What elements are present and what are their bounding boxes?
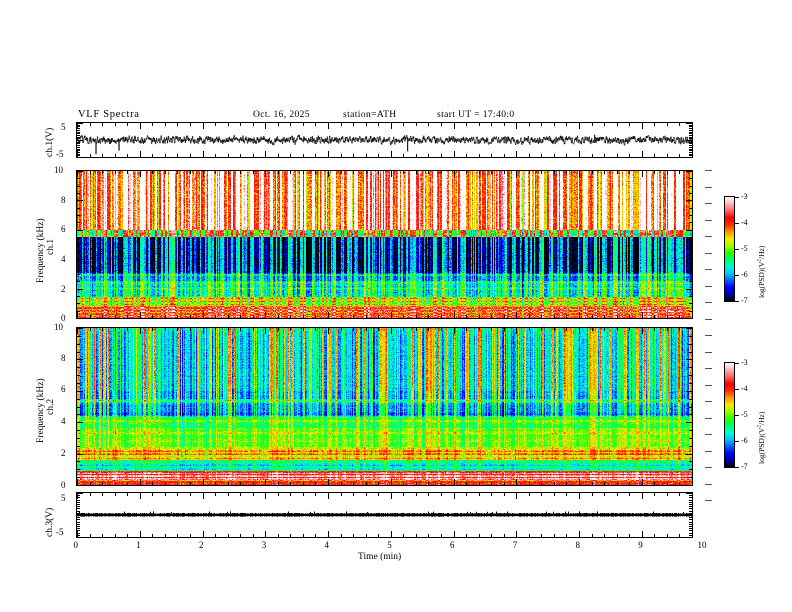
colorbar-tickmark [735, 467, 739, 468]
colorbar-tick-label--5: -5 [741, 410, 748, 419]
colorbar-tick-label--4: -4 [741, 384, 748, 393]
figure-edge-tick [705, 500, 712, 501]
panel-ch2-spectrogram [76, 327, 693, 486]
colorbar-tickmark [735, 389, 739, 390]
ch2s-ytick-2: 2 [61, 448, 66, 458]
ch1v-ytick-5: 5 [61, 122, 66, 132]
figure-edge-tick [705, 335, 712, 336]
figure-edge-tick [705, 451, 712, 452]
ch2-spectrogram-axis-label-frequency: Frequency (kHz) [36, 378, 46, 443]
colorbar-ch1-label-text: log(PSD)(V2/Hz) [756, 245, 766, 298]
colorbar-ch2-label-text: log(PSD)(V2/Hz) [756, 411, 766, 464]
figure-edge-tick [705, 484, 712, 485]
colorbar-tickmark [735, 223, 739, 224]
x-tick-label-6: 6 [450, 540, 455, 550]
ch2s-ytick-8: 8 [61, 353, 66, 363]
observation-date: Oct. 16, 2025 [253, 110, 310, 120]
colorbar-tick-label--7: -7 [741, 462, 748, 471]
station-label: station=ATH [343, 110, 397, 120]
colorbar-tickmark [735, 197, 739, 198]
figure-edge-tick [705, 368, 712, 369]
colorbar-tick-label--5: -5 [741, 244, 748, 253]
colorbar-tick-label--6: -6 [741, 270, 748, 279]
colorbar-ch2 [724, 362, 735, 468]
x-tick-label-9: 9 [638, 540, 643, 550]
ch1-spectrogram-axis-label-channel: ch.1 [46, 238, 56, 255]
colorbar-tickmark [735, 301, 739, 302]
figure-edge-tick [705, 401, 712, 402]
figure-edge-tick [705, 269, 712, 270]
x-tick-label-5: 5 [387, 540, 392, 550]
ch1s-ytick-4: 4 [61, 254, 66, 264]
colorbar-ch2-gradient [725, 363, 734, 467]
ch1s-ytick-8: 8 [61, 195, 66, 205]
ch3-voltage-trace [77, 493, 692, 537]
figure-edge-tick [705, 187, 712, 188]
figure-edge-tick [705, 253, 712, 254]
x-axis-title: Time (min) [358, 552, 402, 562]
ch1s-ytick-0: 0 [61, 313, 66, 323]
figure-edge-tick [705, 203, 712, 204]
x-tick-label-8: 8 [575, 540, 581, 550]
colorbar-tickmark [735, 415, 739, 416]
figure-edge-tick [705, 418, 712, 419]
figure-edge-tick [705, 220, 712, 221]
figure-edge-tick [705, 302, 712, 303]
figure-edge-tick [705, 319, 712, 320]
ch2s-ytick-6: 6 [61, 384, 66, 394]
page-title: VLF Spectra [78, 109, 140, 120]
ch1-voltage-trace [77, 123, 692, 157]
ch2s-ytick-0: 0 [61, 480, 66, 490]
colorbar-tick-label--3: -3 [741, 192, 748, 201]
panel-ch3-voltage [76, 492, 693, 538]
start-time-label: start UT = 17:40:0 [437, 110, 515, 120]
figure-edge-tick [705, 467, 712, 468]
colorbar-ch1 [724, 196, 735, 302]
colorbar-tickmark [735, 249, 739, 250]
ch1s-ytick-6: 6 [61, 224, 66, 234]
x-tick-label-1: 1 [136, 540, 141, 550]
x-tick-label-0: 0 [73, 540, 79, 550]
figure-edge-tick [705, 352, 712, 353]
figure-edge-tick [705, 286, 712, 287]
x-tick-label-2: 2 [199, 540, 204, 550]
colorbar-tick-label--7: -7 [741, 296, 748, 305]
colorbar-tick-label--3: -3 [741, 358, 748, 367]
x-tick-label-4: 4 [324, 540, 330, 550]
colorbar-tickmark [735, 441, 739, 442]
ch1s-ytick-10: 10 [54, 165, 63, 175]
figure-edge-tick [705, 170, 712, 171]
panel-ch1-spectrogram [76, 170, 693, 319]
x-tick-label-7: 7 [512, 540, 518, 550]
colorbar-tick-label--4: -4 [741, 218, 748, 227]
x-tick-label-10: 10 [697, 540, 707, 550]
ch1-voltage-axis-label: ch.1(V) [45, 127, 55, 157]
figure-edge-tick [705, 385, 712, 386]
ch1-spectrogram-axis-label-frequency: Frequency (kHz) [36, 218, 46, 283]
panel-ch1-voltage [76, 122, 693, 158]
ch1-spectrogram-image [77, 171, 692, 318]
ch3v-ytick-5: 5 [61, 493, 66, 503]
figure-edge-tick [705, 236, 712, 237]
ch2-spectrogram-image [77, 328, 692, 485]
colorbar-tickmark [735, 363, 739, 364]
ch3v-ytick-neg5: -5 [56, 527, 64, 537]
ch2-spectrogram-axis-label-channel: ch.2 [46, 398, 56, 415]
colorbar-tickmark [735, 275, 739, 276]
ch1s-ytick-2: 2 [61, 284, 66, 294]
x-tick-label-3: 3 [261, 540, 267, 550]
colorbar-ch2-label: log(PSD)(V2/Hz) [756, 411, 766, 464]
colorbar-ch1-gradient [725, 197, 734, 301]
ch2s-ytick-4: 4 [61, 416, 66, 426]
ch2s-ytick-10: 10 [54, 322, 63, 332]
colorbar-ch1-label: log(PSD)(V2/Hz) [756, 245, 766, 298]
colorbar-tick-label--6: -6 [741, 436, 748, 445]
figure-edge-tick [705, 434, 712, 435]
ch1v-ytick-neg5: -5 [56, 149, 64, 159]
ch3-voltage-axis-label: ch.3(V) [45, 507, 55, 537]
